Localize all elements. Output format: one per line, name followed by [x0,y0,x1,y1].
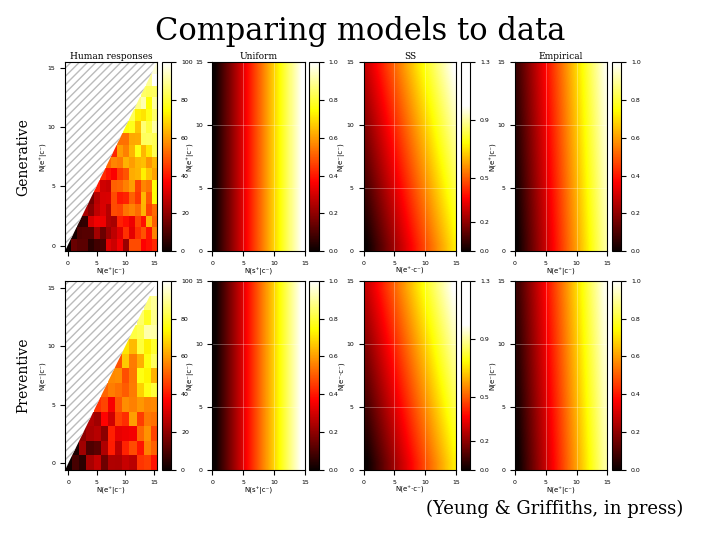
X-axis label: N(e⁺|c⁻): N(e⁺|c⁻) [546,267,575,275]
X-axis label: N(e⁺·c⁻): N(e⁺·c⁻) [395,486,424,493]
Text: Preventive: Preventive [16,338,30,413]
X-axis label: N(s⁺|c⁻): N(s⁺|c⁻) [245,267,273,275]
Y-axis label: N(e⁺|c⁻): N(e⁺|c⁻) [38,142,46,171]
X-axis label: N(s⁺|c⁻): N(s⁺|c⁻) [245,486,273,494]
Y-axis label: N(e⁻|c⁻): N(e⁻|c⁻) [489,361,496,390]
Y-axis label: N(e⁻|c⁻): N(e⁻|c⁻) [186,361,194,390]
Y-axis label: N(e⁻·c⁻): N(e⁻·c⁻) [338,361,345,390]
Text: (Yeung & Griffiths, in press): (Yeung & Griffiths, in press) [426,500,683,518]
Polygon shape [65,281,158,470]
Y-axis label: N(e⁻|c⁻): N(e⁻|c⁻) [338,142,345,171]
Y-axis label: N(e⁺|c⁻): N(e⁺|c⁻) [186,142,194,171]
Text: Generative: Generative [16,118,30,195]
Y-axis label: N(e⁻|c⁻): N(e⁻|c⁻) [39,361,46,390]
X-axis label: N(e⁺|c⁻): N(e⁺|c⁻) [96,486,125,494]
X-axis label: N(e⁺|c⁻): N(e⁺|c⁻) [546,486,575,494]
Y-axis label: N(e⁺|c⁻): N(e⁺|c⁻) [488,142,496,171]
Text: Comparing models to data: Comparing models to data [155,16,565,47]
Polygon shape [65,62,158,251]
Title: Uniform: Uniform [240,52,278,62]
Title: Empirical: Empirical [539,52,583,62]
X-axis label: N(e⁺·c⁻): N(e⁺·c⁻) [395,267,424,274]
Title: Human responses: Human responses [70,52,153,62]
Title: SS: SS [404,52,416,62]
X-axis label: N(e⁺|c⁻): N(e⁺|c⁻) [96,267,125,275]
